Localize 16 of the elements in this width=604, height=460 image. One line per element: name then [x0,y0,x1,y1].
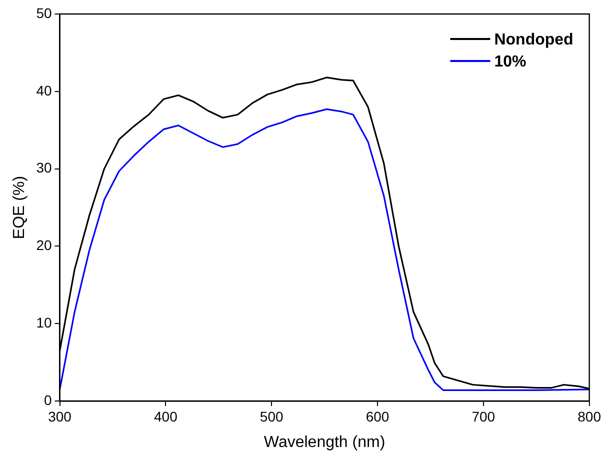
x-tick-label: 800 [578,408,602,424]
y-tick-label: 20 [36,237,52,254]
x-tick-label: 300 [48,408,72,424]
x-tick-label: 500 [260,408,284,424]
y-axis-title: EQE (%) [11,176,28,240]
y-tick-label: 50 [36,4,52,21]
y-tick-label: 0 [44,392,52,408]
legend-label: Nondoped [494,31,574,48]
x-tick-label: 400 [154,408,178,424]
x-tick-label: 700 [472,408,496,424]
x-tick-label: 600 [366,408,390,424]
legend-label: 10% [494,53,526,70]
y-tick-label: 10 [36,314,52,330]
y-tick-label: 30 [36,160,52,176]
y-tick-label: 40 [36,82,52,98]
x-axis-title: Wavelength (nm) [264,434,386,451]
